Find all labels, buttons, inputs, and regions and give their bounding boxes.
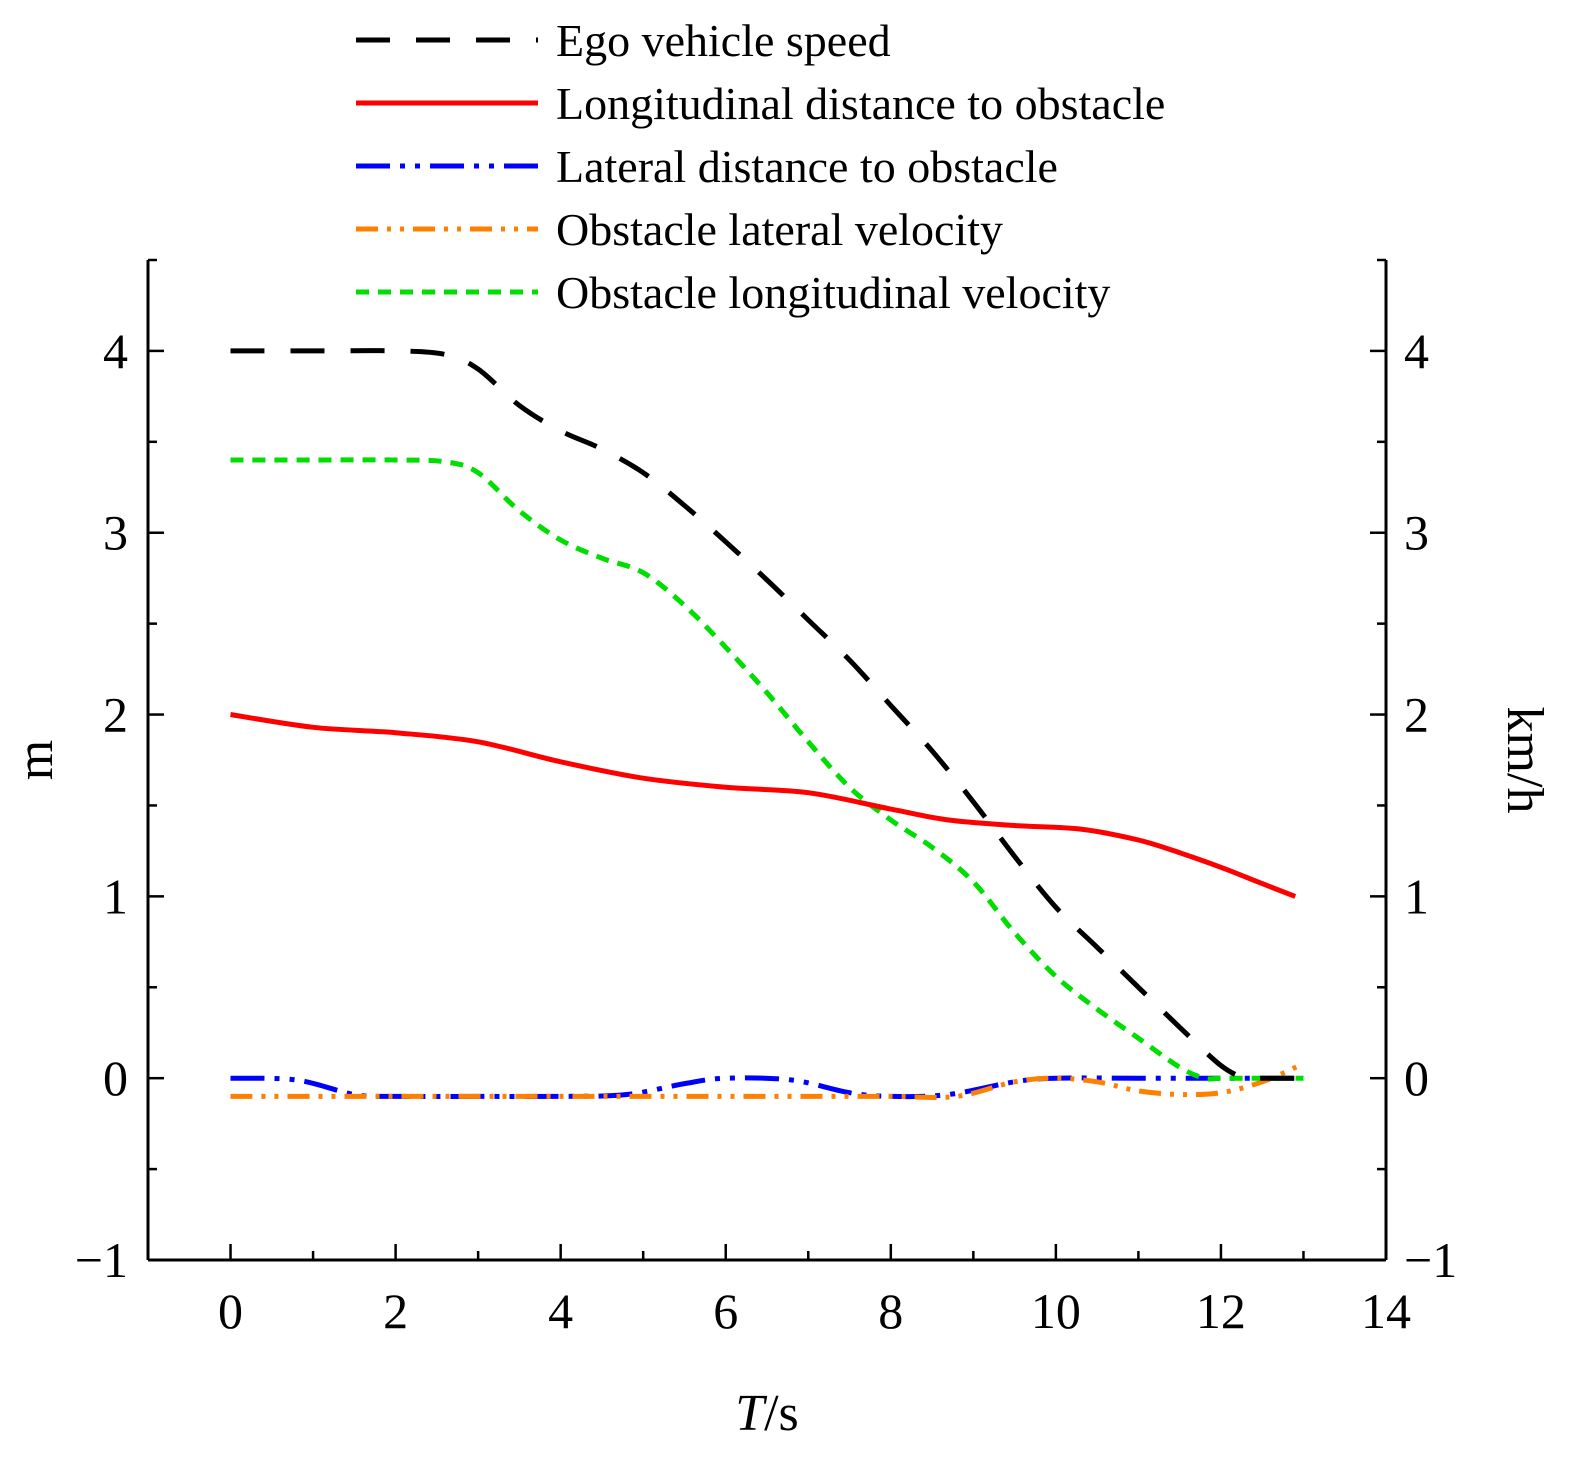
x-axis-title-unit: /s xyxy=(764,1385,799,1442)
x-tick-label: 6 xyxy=(713,1283,738,1339)
x-tick-label: 0 xyxy=(218,1283,243,1339)
legend-label-longitudinal-distance-to-obstacle: Longitudinal distance to obstacle xyxy=(556,78,1165,129)
y-tick-label: −1 xyxy=(75,1232,128,1288)
x-tick-label: 10 xyxy=(1031,1283,1081,1339)
series-line-obstacle-lateral-velocity xyxy=(230,1061,1305,1100)
y2-tick-label: −1 xyxy=(1404,1232,1457,1288)
y-tick-label: 3 xyxy=(103,505,128,561)
axes: 0 2 4 6 8 10 12 14−1 −10 01 12 23 34 4 xyxy=(75,258,1457,1339)
legend-label-obstacle-lateral-velocity: Obstacle lateral velocity xyxy=(556,204,1003,255)
series-line-ego-vehicle-speed xyxy=(230,348,1304,1082)
y-tick-label: 4 xyxy=(103,323,128,379)
x-tick-label: 4 xyxy=(548,1283,573,1339)
legend-label-lateral-distance-to-obstacle: Lateral distance to obstacle xyxy=(556,141,1058,192)
x-axis-title-variable: T xyxy=(735,1385,767,1442)
legend-label-ego-vehicle-speed: Ego vehicle speed xyxy=(556,15,891,66)
y2-tick-label: 0 xyxy=(1404,1050,1429,1106)
x-tick-label: 12 xyxy=(1196,1283,1246,1339)
x-axis-title: T/s xyxy=(735,1385,799,1442)
x-tick-label: 14 xyxy=(1361,1283,1411,1339)
x-tick-label: 2 xyxy=(383,1283,408,1339)
series-layer xyxy=(230,348,1305,1100)
y2-tick-label: 4 xyxy=(1404,323,1429,379)
y2-tick-label: 3 xyxy=(1404,505,1429,561)
legend-label-obstacle-longitudinal-velocity: Obstacle longitudinal velocity xyxy=(556,267,1110,318)
series-line-longitudinal-distance-to-obstacle xyxy=(230,712,1297,899)
y-tick-label: 1 xyxy=(103,868,128,924)
y-tick-label: 0 xyxy=(103,1050,128,1106)
series-line-obstacle-longitudinal-velocity xyxy=(230,457,1304,1082)
series-line-lateral-distance-to-obstacle xyxy=(230,1075,1304,1100)
y2-axis-title: km/h xyxy=(1496,707,1553,814)
legend: Ego vehicle speed Longitudinal distance t… xyxy=(356,15,1165,318)
y2-tick-label: 2 xyxy=(1404,687,1429,743)
y-axis-title: m xyxy=(7,740,64,780)
y-tick-label: 2 xyxy=(103,687,128,743)
y2-tick-label: 1 xyxy=(1404,868,1429,924)
x-tick-label: 8 xyxy=(878,1283,903,1339)
